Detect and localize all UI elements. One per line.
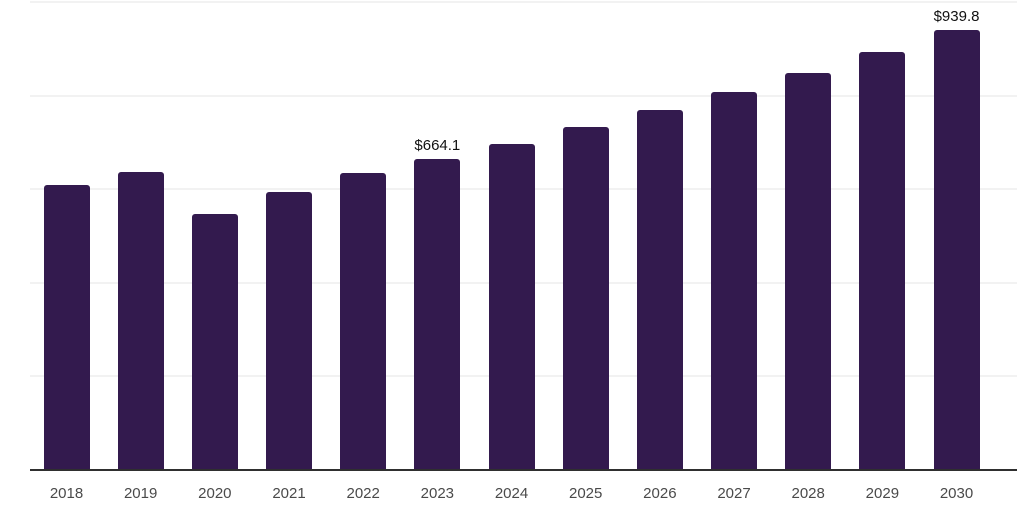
x-tick-label-2024: 2024 [494,485,529,502]
bar-2026 [636,109,683,470]
bar-2018 [43,184,90,470]
x-tick-label-2028: 2028 [791,485,825,502]
x-tick-label-2025: 2025 [569,485,603,502]
x-tick-label-2026: 2026 [643,485,677,502]
x-tick-label-2020: 2020 [198,485,232,502]
bar-2021 [266,192,312,470]
x-tick-label-2021: 2021 [272,485,306,502]
bar-2024 [488,144,535,470]
bar-2020 [191,213,238,470]
bar-2022 [340,172,387,470]
bar-2029 [859,52,906,470]
bar-2025 [562,127,609,470]
x-tick-label-2019: 2019 [123,485,158,502]
bar-2027 [711,91,758,470]
x-tick-label-2029: 2029 [865,485,900,502]
x-tick-label-2027: 2027 [717,485,751,502]
x-tick-label-2023: 2023 [420,485,455,502]
x-tick-label-2030: 2030 [939,485,974,502]
x-tick-label-2022: 2022 [346,485,380,502]
gridline-800 [30,94,1017,97]
bar-2028 [785,72,832,470]
bar-2023 [414,159,461,470]
bar-2019 [117,171,164,470]
x-tick-label-2018: 2018 [49,485,84,502]
bar-2030 [933,30,980,470]
bar-value-label-2030: $939.8 [933,8,980,26]
gridline-1000 [30,1,1017,3]
x-axis-line [30,469,1017,471]
bar-value-label-2023: $664.1 [414,137,461,155]
